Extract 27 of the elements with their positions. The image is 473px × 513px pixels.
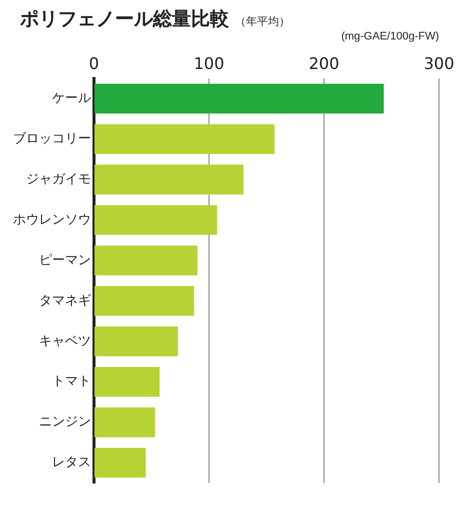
y-tick-label: ケール [52, 91, 91, 106]
bar [94, 205, 218, 235]
x-tick-label: 200 [308, 54, 340, 73]
x-axis-title: (mg-GAE/100g-FW) [341, 30, 439, 43]
bar [94, 366, 160, 397]
bar [94, 246, 198, 276]
y-tick-label: キャベツ [39, 334, 91, 349]
x-tick-label: 100 [194, 54, 224, 73]
bar [94, 84, 384, 114]
bar [94, 448, 146, 478]
y-tick-label: ジャガイモ [26, 172, 91, 187]
y-tick-label: レタス [52, 455, 91, 470]
y-tick-label: タマネギ [39, 293, 91, 308]
bar [94, 286, 194, 316]
bar [94, 326, 178, 356]
bar [94, 164, 244, 194]
x-tick-label: 300 [424, 54, 454, 73]
y-tick-label: ホウレンソウ [13, 212, 91, 228]
y-tick-label: ピーマン [39, 252, 91, 268]
y-tick-label: トマト [52, 374, 91, 390]
chart-subtitle: （年平均） [235, 15, 290, 28]
bar [94, 124, 275, 154]
x-tick-label: 0 [88, 54, 100, 73]
y-tick-label: ニンジン [39, 414, 91, 430]
chart-title: ポリフェノール総量比較 [20, 8, 229, 30]
bar [94, 407, 155, 438]
y-tick-label: ブロッコリー [13, 131, 91, 146]
